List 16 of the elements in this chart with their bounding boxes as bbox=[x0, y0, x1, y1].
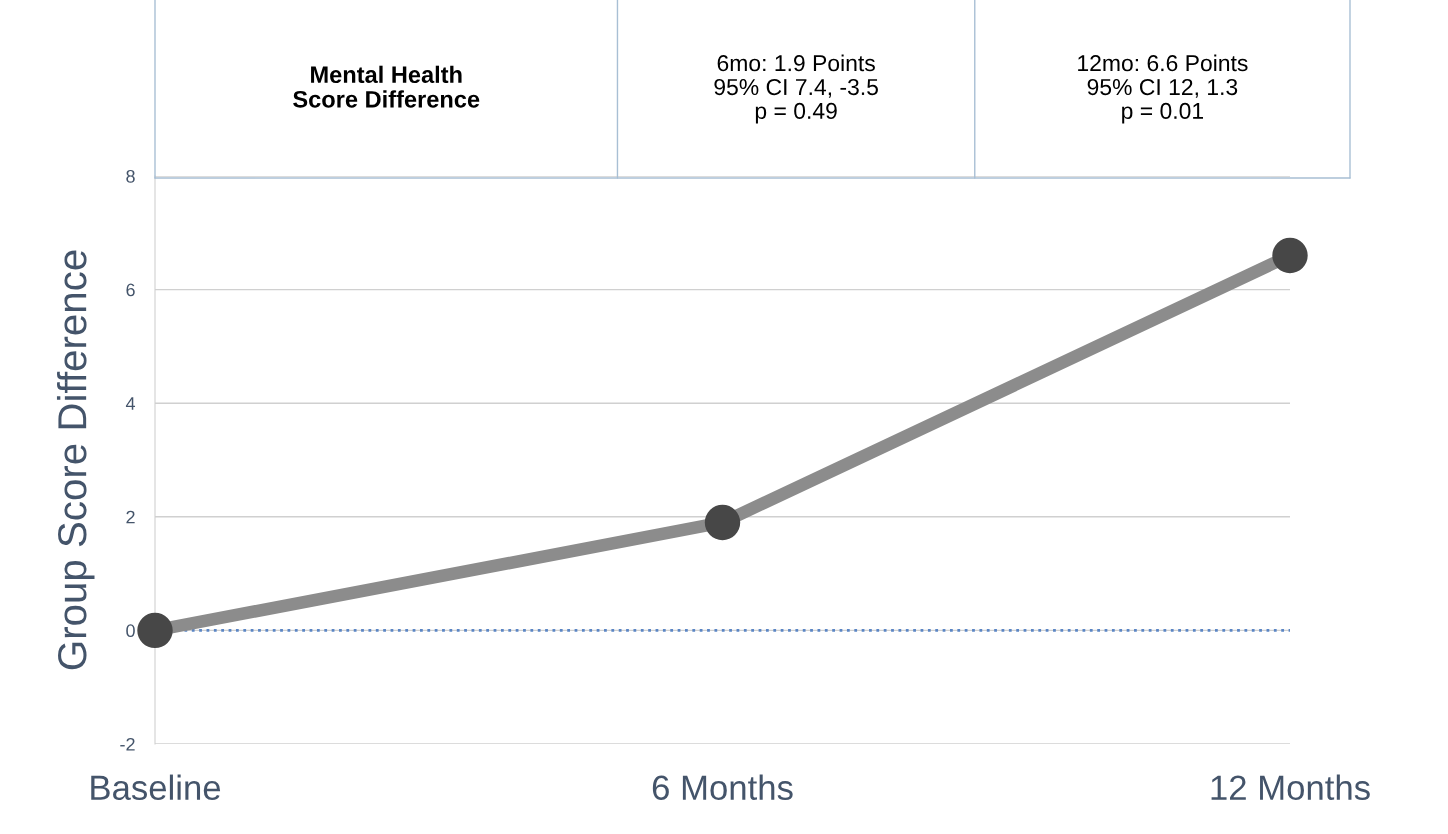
y-axis-title: Group Score Difference bbox=[56, 250, 95, 670]
point bbox=[704, 504, 741, 541]
text: 6mo: 1.9 Points 95% CI 7.4, -3.5 p = 0.49 bbox=[714, 54, 878, 124]
x-tick-label: 6 Months bbox=[652, 774, 793, 801]
y-tick-label: 0 bbox=[126, 624, 135, 638]
y-tick-label: -2 bbox=[120, 737, 135, 751]
y-tick-label: 8 bbox=[126, 169, 135, 183]
x-tick-label: Baseline bbox=[91, 774, 221, 801]
x-tick-label: 12 Months bbox=[1211, 774, 1370, 801]
y-tick-label: 2 bbox=[126, 510, 135, 524]
text: 12mo: 6.6 Points 95% CI 12, 1.3 p = 0.01 bbox=[1078, 54, 1248, 124]
text: Mental Health Score Difference bbox=[293, 65, 480, 108]
point bbox=[137, 612, 173, 649]
point bbox=[1272, 237, 1308, 274]
y-tick-label: 6 bbox=[126, 283, 135, 297]
y-tick-label: 4 bbox=[125, 397, 136, 410]
